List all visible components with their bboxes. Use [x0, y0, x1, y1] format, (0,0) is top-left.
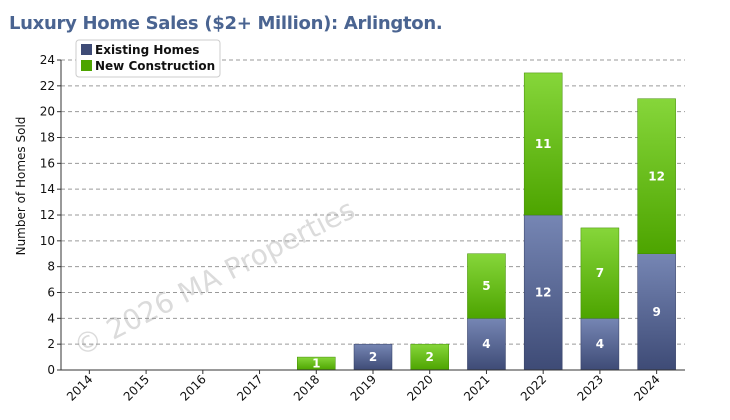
x-tick-label: 2019 — [348, 372, 379, 403]
bar-value-label: 7 — [596, 266, 604, 280]
y-tick-label: 6 — [47, 286, 55, 300]
x-axis-ticks: 2014 2015 2016 2017 2018 2019 2020 2021 2022 2023… — [64, 370, 663, 404]
y-tick-label: 0 — [47, 363, 55, 377]
bar-existing-homes-2022[interactable] — [523, 214, 563, 371]
x-tick-label: 2021 — [461, 372, 492, 403]
legend-label-new-construction[interactable]: New Construction — [95, 59, 215, 73]
legend-swatch-existing-homes — [81, 44, 92, 55]
x-tick-label: 2016 — [177, 372, 208, 403]
y-tick-label: 2 — [47, 337, 55, 351]
y-tick-label: 8 — [47, 260, 55, 274]
bar-value-label: 12 — [648, 169, 665, 183]
legend-box — [75, 39, 221, 78]
y-tick-label: 20 — [40, 105, 55, 119]
y-tick-label: 12 — [40, 208, 55, 222]
y-tick-label: 18 — [40, 131, 55, 145]
bar-existing-homes-2024[interactable] — [637, 253, 676, 371]
x-tick-label: 2014 — [64, 372, 95, 403]
x-tick-label: 2022 — [518, 372, 549, 403]
legend[interactable]: Existing Homes New Construction — [75, 39, 221, 78]
y-axis-label: Number of Homes Sold — [14, 117, 28, 256]
legend-label-existing-homes[interactable]: Existing Homes — [95, 43, 199, 57]
watermark: © 2026 MA Properties — [68, 193, 360, 363]
bar-new-construction-2023[interactable] — [580, 227, 620, 319]
bar-new-construction-2022[interactable] — [523, 72, 563, 216]
x-tick-label: 2024 — [631, 372, 662, 403]
x-tick-label: 2020 — [404, 372, 435, 403]
y-tick-label: 4 — [47, 311, 55, 325]
x-tick-label: 2023 — [575, 372, 606, 403]
bar-value-label: 2 — [369, 350, 377, 364]
x-tick-label: 2017 — [234, 372, 265, 403]
y-tick-label: 24 — [40, 53, 55, 67]
bar-existing-homes-2023[interactable] — [580, 318, 620, 371]
bar-new-construction-2021[interactable] — [467, 253, 506, 319]
legend-swatch-new-construction — [81, 60, 92, 71]
x-tick-label: 2018 — [291, 372, 322, 403]
chart-title: Luxury Home Sales ($2+ Million): Arlingt… — [9, 13, 443, 34]
y-tick-label: 16 — [40, 156, 55, 170]
bar-value-label: 11 — [535, 137, 552, 151]
y-tick-label: 22 — [40, 79, 55, 93]
bar-value-label: 5 — [482, 279, 490, 293]
bar-value-label: 1 — [312, 357, 320, 371]
bar-value-label: 4 — [596, 337, 604, 351]
y-tick-label: 14 — [40, 182, 55, 196]
y-tick-label: 10 — [40, 234, 55, 248]
bar-value-label: 12 — [535, 286, 552, 300]
x-tick-label: 2015 — [121, 372, 152, 403]
bar-new-construction-2024[interactable] — [637, 98, 676, 254]
bar-value-label: 4 — [482, 337, 490, 351]
bar-value-label: 9 — [652, 305, 660, 319]
bar-value-label: 2 — [426, 350, 434, 364]
bar-existing-homes-2019[interactable] — [353, 343, 393, 371]
